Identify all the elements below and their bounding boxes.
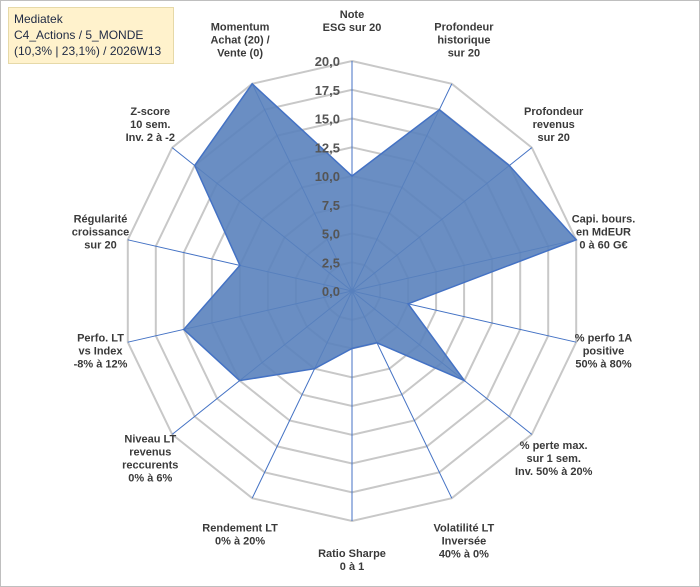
tick-label-7: 17,5 [315, 83, 340, 98]
axis-label-13-line-0: Momentum [211, 22, 270, 34]
axis-label-0-line-1: ESG sur 20 [323, 22, 382, 34]
chart-title-line2: C4_Actions / 5_MONDE [14, 28, 144, 42]
axis-label-2: Profondeur revenus sur 20 [524, 106, 584, 144]
axis-label-0: Note ESG sur 20 [323, 9, 382, 34]
axis-label-7: Ratio Sharpe 0 à 1 [318, 548, 386, 573]
axis-label-3-line-2: 0 à 60 G€ [579, 239, 627, 251]
axis-label-5-line-1: sur 1 sem. [526, 453, 580, 465]
axis-label-9-line-3: 0% à 6% [128, 473, 172, 485]
axis-label-8-line-1: 0% à 20% [215, 535, 265, 547]
axis-label-3-line-0: Capi. bours. [572, 213, 636, 225]
tick-label-1: 2,5 [322, 255, 340, 270]
axis-label-10: Perfo. LT vs Index -8% à 12% [74, 333, 128, 371]
tick-label-8: 20,0 [315, 54, 340, 69]
axis-label-5: % perte max. sur 1 sem. Inv. 50% à 20% [515, 440, 593, 478]
axis-label-2-line-2: sur 20 [537, 132, 569, 144]
axis-label-6-line-2: 40% à 0% [439, 548, 489, 560]
axis-label-0-line-0: Note [340, 9, 364, 21]
axis-label-13-line-1: Achat (20) / [210, 35, 269, 47]
axis-label-10-line-1: vs Index [78, 346, 123, 358]
axis-label-11: Régularité croissance sur 20 [72, 213, 129, 251]
axis-label-12: Z-score 10 sem. Inv. 2 à -2 [126, 106, 175, 144]
axis-label-11-line-2: sur 20 [84, 239, 116, 251]
axis-label-3-line-1: en MdEUR [576, 226, 631, 238]
axis-label-1-line-1: historique [437, 35, 490, 47]
axis-label-10-line-0: Perfo. LT [77, 333, 124, 345]
axis-label-6-line-0: Volatilité LT [434, 522, 495, 534]
axis-label-1: Profondeur historique sur 20 [434, 22, 494, 60]
axis-label-8-line-0: Rendement LT [202, 522, 278, 534]
axis-label-4: % perfo 1A positive 50% à 80% [575, 333, 633, 371]
axis-label-4-line-1: positive [583, 346, 625, 358]
axis-label-11-line-0: Régularité [74, 213, 128, 225]
chart-title-line3: (10,3% | 23,1%) / 2026W13 [14, 44, 162, 58]
tick-label-3: 7,5 [322, 198, 340, 213]
axis-label-1-line-2: sur 20 [448, 48, 480, 60]
axis-label-1-line-0: Profondeur [434, 22, 494, 34]
axis-label-9-line-0: Niveau LT [124, 434, 176, 446]
tick-label-4: 10,0 [315, 169, 340, 184]
axis-label-9-line-1: revenus [129, 447, 171, 459]
chart-title-box: Mediatek C4_Actions / 5_MONDE (10,3% | 2… [8, 7, 174, 64]
axis-label-13: Momentum Achat (20) / Vente (0) [210, 22, 269, 60]
axis-label-13-line-2: Vente (0) [217, 48, 263, 60]
axis-label-4-line-0: % perfo 1A [575, 333, 633, 345]
tick-label-6: 15,0 [315, 112, 340, 127]
axis-label-10-line-2: -8% à 12% [74, 359, 128, 371]
chart-title-line1: Mediatek [14, 12, 63, 26]
axis-label-9: Niveau LT revenus reccurents 0% à 6% [122, 434, 178, 485]
tick-label-0: 0,0 [322, 284, 340, 299]
axis-label-12-line-1: 10 sem. [130, 119, 170, 131]
axis-label-6: Volatilité LT Inversée 40% à 0% [434, 522, 495, 560]
axis-label-5-line-0: % perte max. [520, 440, 588, 452]
axis-label-12-line-0: Z-score [130, 106, 170, 118]
axis-label-2-line-0: Profondeur [524, 106, 584, 118]
axis-label-2-line-1: revenus [533, 119, 575, 131]
axis-label-12-line-2: Inv. 2 à -2 [126, 132, 175, 144]
axis-label-8: Rendement LT 0% à 20% [202, 522, 278, 547]
tick-label-2: 5,0 [322, 227, 340, 242]
axis-label-3: Capi. bours. en MdEUR 0 à 60 G€ [572, 213, 636, 251]
axis-label-7-line-1: 0 à 1 [340, 561, 364, 573]
tick-label-5: 12,5 [315, 140, 340, 155]
axis-label-9-line-2: reccurents [122, 460, 178, 472]
axis-label-5-line-2: Inv. 50% à 20% [515, 466, 593, 478]
axis-label-6-line-1: Inversée [442, 535, 487, 547]
axis-label-11-line-1: croissance [72, 226, 129, 238]
axis-label-7-line-0: Ratio Sharpe [318, 548, 386, 560]
axis-label-4-line-2: 50% à 80% [575, 359, 631, 371]
